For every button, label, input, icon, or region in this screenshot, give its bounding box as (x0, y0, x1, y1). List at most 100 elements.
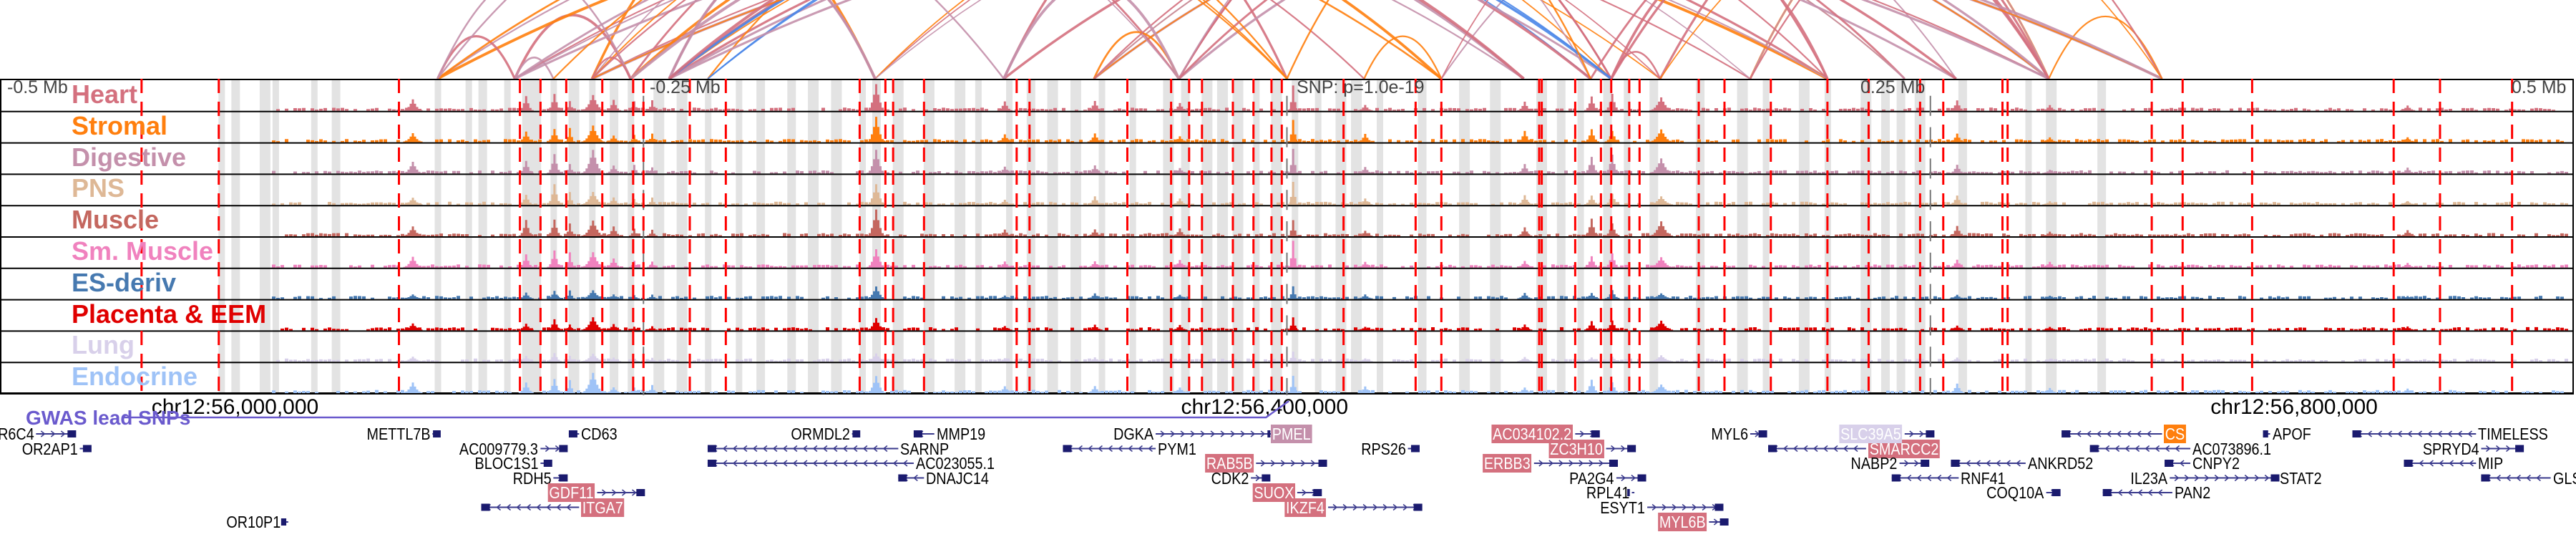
chromatin-loop-arc (590, 0, 877, 79)
gene-label[interactable]: ERBB3 (1483, 454, 1532, 473)
gene-label[interactable]: ZC3H10 (1548, 439, 1604, 458)
gene-label[interactable]: OR6C4 (0, 425, 34, 443)
gene-label[interactable]: ESYT1 (1600, 498, 1646, 517)
chromatin-loop-arc (1002, 0, 1181, 79)
gene-model (280, 518, 288, 526)
gene-label[interactable]: OR2AP1 (21, 439, 78, 458)
gene-label[interactable]: IL23A (2130, 468, 2168, 488)
chromatin-loop-arc (1363, 35, 1443, 79)
gene-model (852, 430, 861, 437)
chromatin-loop-arcs (436, 0, 2163, 80)
gene-label[interactable]: METTL7B (366, 425, 431, 443)
gene-label[interactable]: NABP2 (1850, 454, 1898, 473)
coordinate-label: chr12:56,800,000 (2210, 395, 2378, 419)
gene-model (597, 489, 645, 496)
gene-model (1297, 489, 1322, 496)
gene-label[interactable]: CDK2 (1211, 468, 1249, 488)
gene-label[interactable]: ITGA7 (581, 498, 625, 517)
gene-model (36, 430, 77, 437)
gene-label[interactable]: AC073896.1 (2192, 439, 2272, 458)
track-label-heart: Heart (72, 79, 138, 109)
chromatin-loop-arc (591, 57, 632, 79)
gene-label[interactable]: RPL41 (1586, 483, 1630, 502)
gene-label[interactable]: BLOC1S1 (474, 454, 539, 473)
gene-model (79, 445, 92, 453)
gene-label[interactable]: AC023055.1 (915, 454, 995, 473)
gene-model (1533, 460, 1619, 467)
gene-label[interactable]: PAN2 (2174, 483, 2211, 502)
gene-model (1891, 474, 1959, 482)
gene-label[interactable]: SPRYD4 (2422, 439, 2479, 458)
gene-model (1256, 460, 1327, 467)
gene-label[interactable]: CS (2164, 425, 2187, 443)
gene-model (1904, 430, 1935, 437)
gene-label[interactable]: OR10P1 (226, 513, 281, 531)
gene-label[interactable]: PMEL (1271, 425, 1312, 443)
gene-model (1328, 503, 1423, 511)
gene-label[interactable]: CNPY2 (2192, 454, 2240, 473)
gene-label[interactable]: PA2G4 (1569, 468, 1614, 488)
gene-model (553, 474, 568, 482)
gene-model (1627, 489, 1635, 496)
gene-label[interactable]: AC009779.3 (459, 439, 539, 458)
gene-model (707, 445, 899, 453)
track-label-endocrine: Endocrine (72, 362, 198, 392)
gene-model (1616, 474, 1646, 482)
chromatin-loop-arc (707, 0, 1288, 79)
gene-model (2481, 445, 2524, 453)
gene-label[interactable]: TIMELESS (2478, 425, 2549, 443)
gene-label[interactable]: RDH5 (512, 468, 552, 488)
gene-label[interactable]: MYL6 (1711, 425, 1748, 443)
gene-label[interactable]: IKZF4 (1284, 498, 1327, 517)
chromatin-loop-arc (514, 0, 1751, 79)
gene-label[interactable]: MIP (2478, 454, 2504, 473)
track-label-lung: Lung (72, 330, 135, 360)
track-label-muscle: Muscle (72, 205, 160, 235)
gene-model (432, 430, 441, 437)
coordinate-label: chr12:56,000,000 (151, 395, 319, 419)
track-label-placenta-eem: Placenta & EEM (72, 299, 267, 329)
gene-label[interactable]: RNF41 (1961, 468, 2006, 488)
gene-model (2062, 430, 2162, 437)
axis-label-mid-left: -0.25 Mb (650, 77, 721, 97)
gene-label[interactable]: STAT2 (2280, 468, 2322, 488)
gene-label[interactable]: RPS26 (1360, 439, 1406, 458)
gene-label[interactable]: RAB5B (1205, 454, 1254, 473)
gene-label[interactable]: GLS2 (2552, 468, 2576, 488)
chromatin-loop-arc (668, 0, 877, 79)
gene-label[interactable]: MMP19 (936, 425, 985, 443)
gene-model (898, 474, 924, 482)
gene-track (36, 401, 2551, 526)
track-signal-lung (276, 352, 2568, 362)
gene-label[interactable]: DNAJC14 (926, 468, 990, 488)
gene-model (540, 460, 552, 467)
chromatin-loop-arc (2048, 15, 2163, 79)
gene-label[interactable]: ORMDL2 (791, 425, 850, 443)
gene-model (2481, 474, 2551, 482)
gene-label[interactable]: CD63 (581, 425, 618, 443)
gene-model (1575, 430, 1600, 437)
gene-label[interactable]: COQ10A (1986, 483, 2044, 502)
chromatin-loop-arc (1589, 0, 2050, 79)
gene-label[interactable]: SARNP (900, 439, 950, 458)
gene-label[interactable]: SLC39A5 (1839, 425, 1903, 443)
gene-model (1606, 445, 1636, 453)
gene-label[interactable]: PYM1 (1158, 439, 1196, 458)
gene-model (1407, 445, 1420, 453)
gene-model (1768, 445, 1866, 453)
gene-model (2170, 474, 2280, 482)
gene-model (1647, 503, 1724, 511)
chromatin-loop-arc (668, 0, 877, 79)
chromatin-loop-arc (514, 57, 555, 79)
gene-label[interactable]: MYL6B (1658, 513, 1707, 531)
gene-label[interactable]: ANKRD52 (2027, 454, 2094, 473)
axis-label-left: -0.5 Mb (7, 77, 68, 97)
chromatin-loop-arc (591, 0, 1288, 79)
gene-label[interactable]: DGKA (1113, 425, 1154, 443)
track-label-pns: PNS (72, 173, 125, 203)
gene-label[interactable]: APOF (2272, 425, 2311, 443)
accessibility-tracks (0, 79, 2574, 395)
gene-model (540, 445, 568, 453)
gene-model (481, 503, 580, 511)
chromatin-loop-arc (1178, 0, 2050, 80)
